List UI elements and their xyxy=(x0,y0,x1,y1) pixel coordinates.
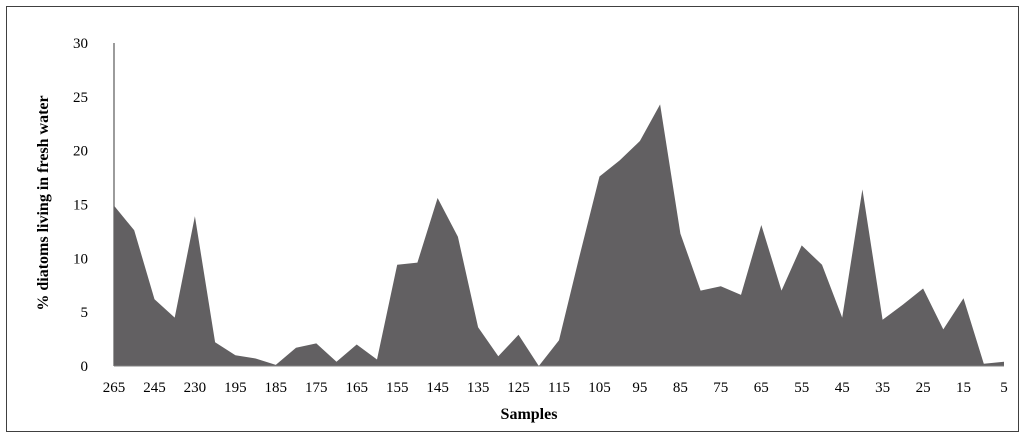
y-tick-label: 30 xyxy=(73,36,88,52)
x-tick-label: 25 xyxy=(916,380,931,396)
x-tick-label: 105 xyxy=(588,380,611,396)
x-tick-label: 185 xyxy=(265,380,288,396)
x-tick-label: 115 xyxy=(548,380,570,396)
x-axis: 265 245 230 195 185 175 165 155 145 135 125 115 105 9… xyxy=(103,366,1008,396)
x-tick-label: 55 xyxy=(794,380,809,396)
y-axis: 0 5 10 15 20 25 30 xyxy=(73,36,114,375)
y-tick-label: 5 xyxy=(81,305,89,321)
x-tick-label: 155 xyxy=(386,380,409,396)
x-tick-label: 45 xyxy=(835,380,850,396)
y-tick-label: 15 xyxy=(73,198,88,214)
series-area xyxy=(114,104,1004,366)
y-tick-label: 20 xyxy=(73,144,88,160)
x-tick-label: 175 xyxy=(305,380,328,396)
x-tick-label: 265 xyxy=(103,380,126,396)
y-tick-label: 0 xyxy=(81,359,89,375)
x-tick-label: 125 xyxy=(507,380,530,396)
y-axis-title: % diatoms living in fresh water xyxy=(35,95,52,310)
y-tick-label: 25 xyxy=(73,90,88,106)
x-axis-title: Samples xyxy=(501,406,558,423)
x-tick-label: 230 xyxy=(184,380,207,396)
x-tick-label: 195 xyxy=(224,380,247,396)
x-tick-label: 85 xyxy=(673,380,688,396)
x-tick-label: 145 xyxy=(426,380,449,396)
x-tick-label: 15 xyxy=(956,380,971,396)
x-tick-label: 5 xyxy=(1000,380,1008,396)
x-tick-label: 75 xyxy=(713,380,728,396)
area-series xyxy=(114,104,1004,366)
x-tick-label: 95 xyxy=(632,380,647,396)
x-tick-label: 65 xyxy=(754,380,769,396)
x-tick-label: 245 xyxy=(143,380,166,396)
x-tick-label: 35 xyxy=(875,380,890,396)
y-tick-label: 10 xyxy=(73,251,88,267)
x-tick-label: 165 xyxy=(345,380,368,396)
x-tick-label: 135 xyxy=(467,380,490,396)
